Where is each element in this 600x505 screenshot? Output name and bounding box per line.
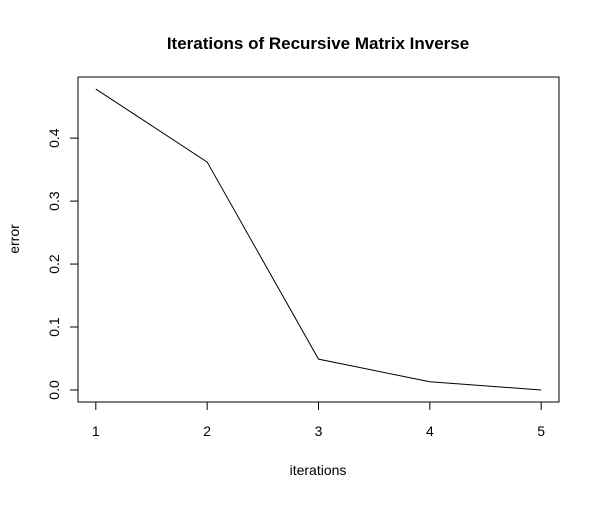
plot-area-frame <box>77 76 560 403</box>
y-tick-label: 0.4 <box>46 128 62 148</box>
y-tick-label: 0.0 <box>46 380 62 400</box>
series-line <box>95 88 542 391</box>
y-axis-label: error <box>6 224 22 254</box>
series-layer <box>95 88 542 391</box>
x-tick-label: 4 <box>426 423 434 439</box>
x-axis-label: iterations <box>290 462 347 478</box>
y-tick-label: 0.3 <box>46 191 62 211</box>
x-tick-label: 5 <box>537 423 545 439</box>
x-axis: 1 2 3 4 5 <box>92 401 545 439</box>
y-tick-label: 0.1 <box>46 317 62 337</box>
x-tick-label: 1 <box>92 423 100 439</box>
x-tick-label: 2 <box>203 423 211 439</box>
chart-title: Iterations of Recursive Matrix Inverse <box>167 34 469 53</box>
y-axis: 0.0 0.1 0.2 0.3 0.4 <box>46 128 79 400</box>
x-tick-label: 3 <box>315 423 323 439</box>
y-tick-label: 0.2 <box>46 254 62 274</box>
